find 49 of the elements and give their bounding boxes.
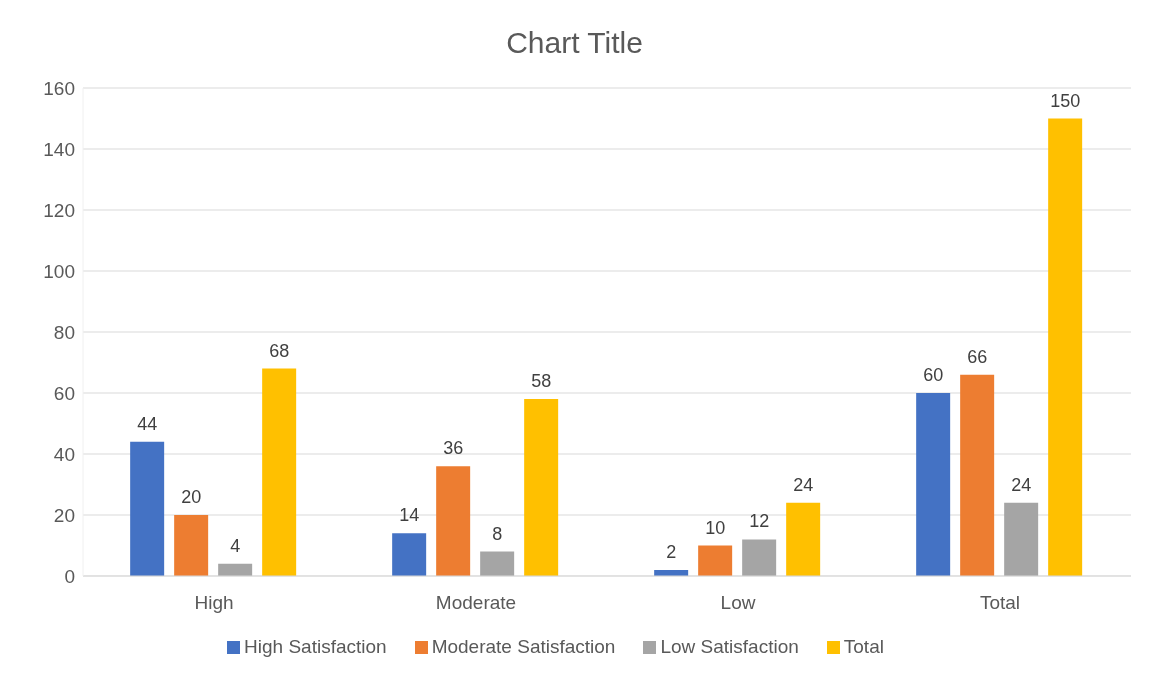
legend-label: High Satisfaction: [244, 636, 387, 657]
bar: [698, 545, 733, 576]
bar: [916, 393, 951, 576]
bar: [786, 502, 821, 576]
data-label: 58: [531, 371, 552, 392]
data-label: 44: [137, 413, 158, 434]
bar: [262, 368, 297, 576]
data-label: 2: [666, 541, 677, 562]
y-tick-label: 100: [43, 260, 75, 282]
legend-label: Total: [843, 636, 884, 657]
y-tick-label: 120: [43, 199, 75, 221]
data-label: 36: [443, 438, 464, 459]
chart-title: Chart Title: [505, 25, 644, 61]
y-tick-label: 20: [53, 504, 75, 526]
data-label: 8: [492, 523, 503, 544]
bar: [480, 551, 515, 576]
bar: [218, 563, 253, 576]
data-label: 60: [923, 365, 944, 385]
y-tick-label: 160: [43, 77, 75, 99]
y-tick-label: 0: [64, 565, 75, 587]
bar: [174, 515, 209, 576]
bar: [130, 441, 165, 576]
y-tick-label: 60: [53, 382, 75, 404]
y-tick-label: 80: [53, 321, 75, 343]
legend-label: Moderate Satisfaction: [431, 636, 616, 657]
legend-label: Low Satisfaction: [660, 636, 799, 657]
bar: [392, 533, 427, 576]
data-label: 14: [399, 505, 420, 526]
bar: [436, 466, 471, 576]
x-tick-label: Total: [979, 592, 1021, 614]
bar: [1048, 118, 1083, 576]
data-label: 24: [1011, 474, 1032, 495]
data-label: 66: [967, 346, 988, 367]
data-label: 68: [269, 340, 290, 361]
x-tick-label: Low: [720, 592, 756, 614]
y-tick-label: 40: [53, 443, 75, 465]
data-label: 24: [793, 474, 814, 495]
data-label: 4: [230, 535, 241, 556]
bar: [524, 399, 559, 576]
x-tick-label: Moderate: [435, 592, 517, 614]
y-tick-label: 140: [43, 138, 75, 160]
data-label: 20: [181, 487, 202, 507]
bar: [742, 539, 777, 576]
bar: [960, 374, 995, 576]
data-label: 12: [749, 511, 770, 532]
data-label: 10: [705, 517, 726, 538]
data-label: 150: [1050, 90, 1081, 111]
bar: [1004, 502, 1039, 576]
x-tick-label: High: [194, 592, 234, 614]
